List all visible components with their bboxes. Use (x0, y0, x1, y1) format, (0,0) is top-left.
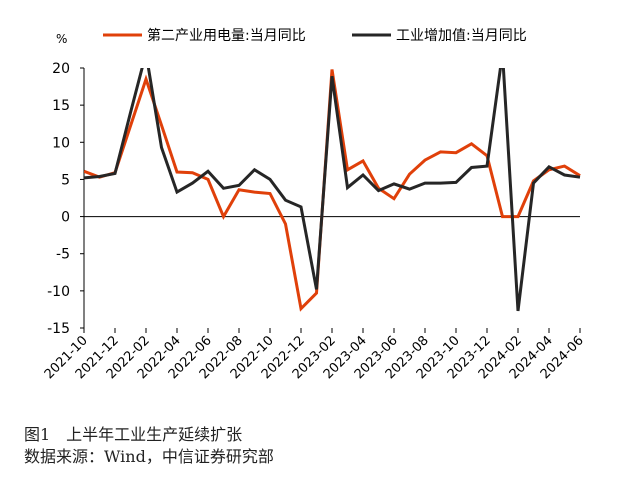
legend: 第二产业用电量:当月同比 工业增加值:当月同比 (103, 27, 527, 44)
series-lines (84, 68, 581, 312)
series-line-electricity (84, 69, 581, 312)
figure-caption: 图1 上半年工业生产延续扩张 (24, 425, 243, 444)
series-line-industrial-output (84, 68, 581, 312)
y-tick-label: 10 (52, 135, 70, 151)
y-tick-label: -5 (56, 247, 70, 263)
y-unit-label: % (56, 32, 67, 46)
source-note: 数据来源：Wind，中信证券研究部 (24, 447, 274, 466)
y-tick-label: 0 (61, 210, 70, 226)
legend-label-industrial-output: 工业增加值:当月同比 (396, 28, 527, 44)
y-axis-ticks: -15 -10 -5 0 5 10 15 20 (47, 61, 84, 337)
y-tick-label: 20 (52, 61, 70, 77)
y-tick-label: -10 (47, 284, 70, 300)
y-tick-label: -15 (47, 321, 70, 337)
line-chart: 第二产业用电量:当月同比 工业增加值:当月同比 % -15 -10 -5 0 5 10 15… (42, 27, 587, 382)
x-axis-ticks: 2021-102021-122022-022022-042022-062022-… (42, 328, 587, 382)
y-tick-label: 5 (61, 172, 70, 188)
y-tick-label: 15 (52, 98, 70, 114)
legend-label-electricity: 第二产业用电量:当月同比 (147, 27, 306, 44)
